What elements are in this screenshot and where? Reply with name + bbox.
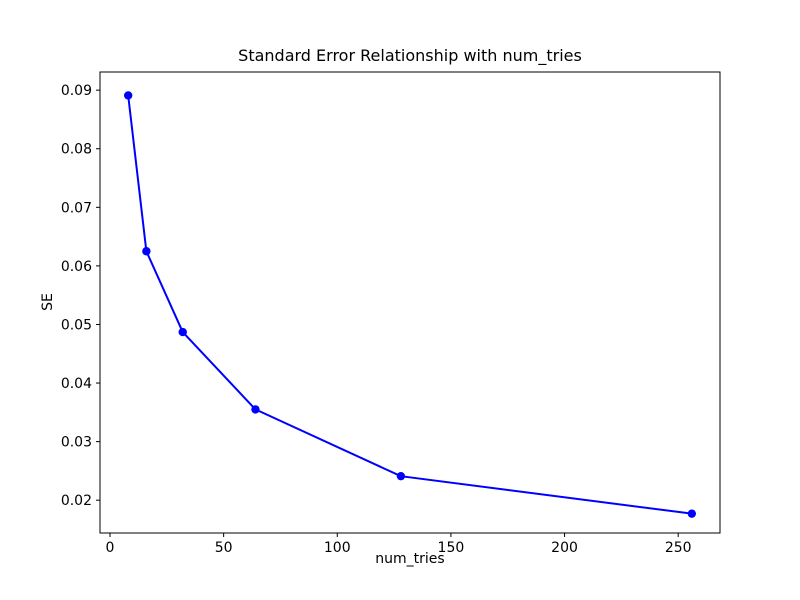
x-tick-label: 0 (106, 540, 115, 556)
data-point-marker (396, 471, 406, 481)
x-tick-label: 100 (324, 540, 351, 556)
x-axis-label: num_tries (375, 551, 445, 567)
data-point-marker (142, 247, 151, 256)
x-tick-label: 50 (215, 540, 233, 556)
data-point-marker (251, 405, 260, 414)
data-point-marker (687, 509, 697, 518)
x-tick-label: 250 (665, 540, 692, 556)
y-tick-label: 0.05 (61, 317, 92, 333)
y-tick-label: 0.03 (61, 435, 92, 451)
y-axis-label: SE (40, 293, 56, 311)
x-tick-label: 150 (438, 540, 465, 556)
axes-spines (99, 71, 721, 534)
se-line-series (127, 94, 693, 515)
y-tick-label: 0.06 (61, 259, 92, 275)
data-point-marker (123, 91, 133, 100)
y-tick-label: 0.02 (61, 493, 92, 509)
y-tick-label: 0.07 (61, 200, 92, 216)
y-tick-label: 0.04 (61, 376, 92, 392)
chart-title: Standard Error Relationship with num_tri… (238, 46, 582, 65)
y-tick-label: 0.09 (61, 83, 92, 99)
data-point-marker (178, 327, 187, 337)
x-tick-label: 200 (551, 540, 578, 556)
y-tick-label: 0.08 (61, 142, 92, 158)
